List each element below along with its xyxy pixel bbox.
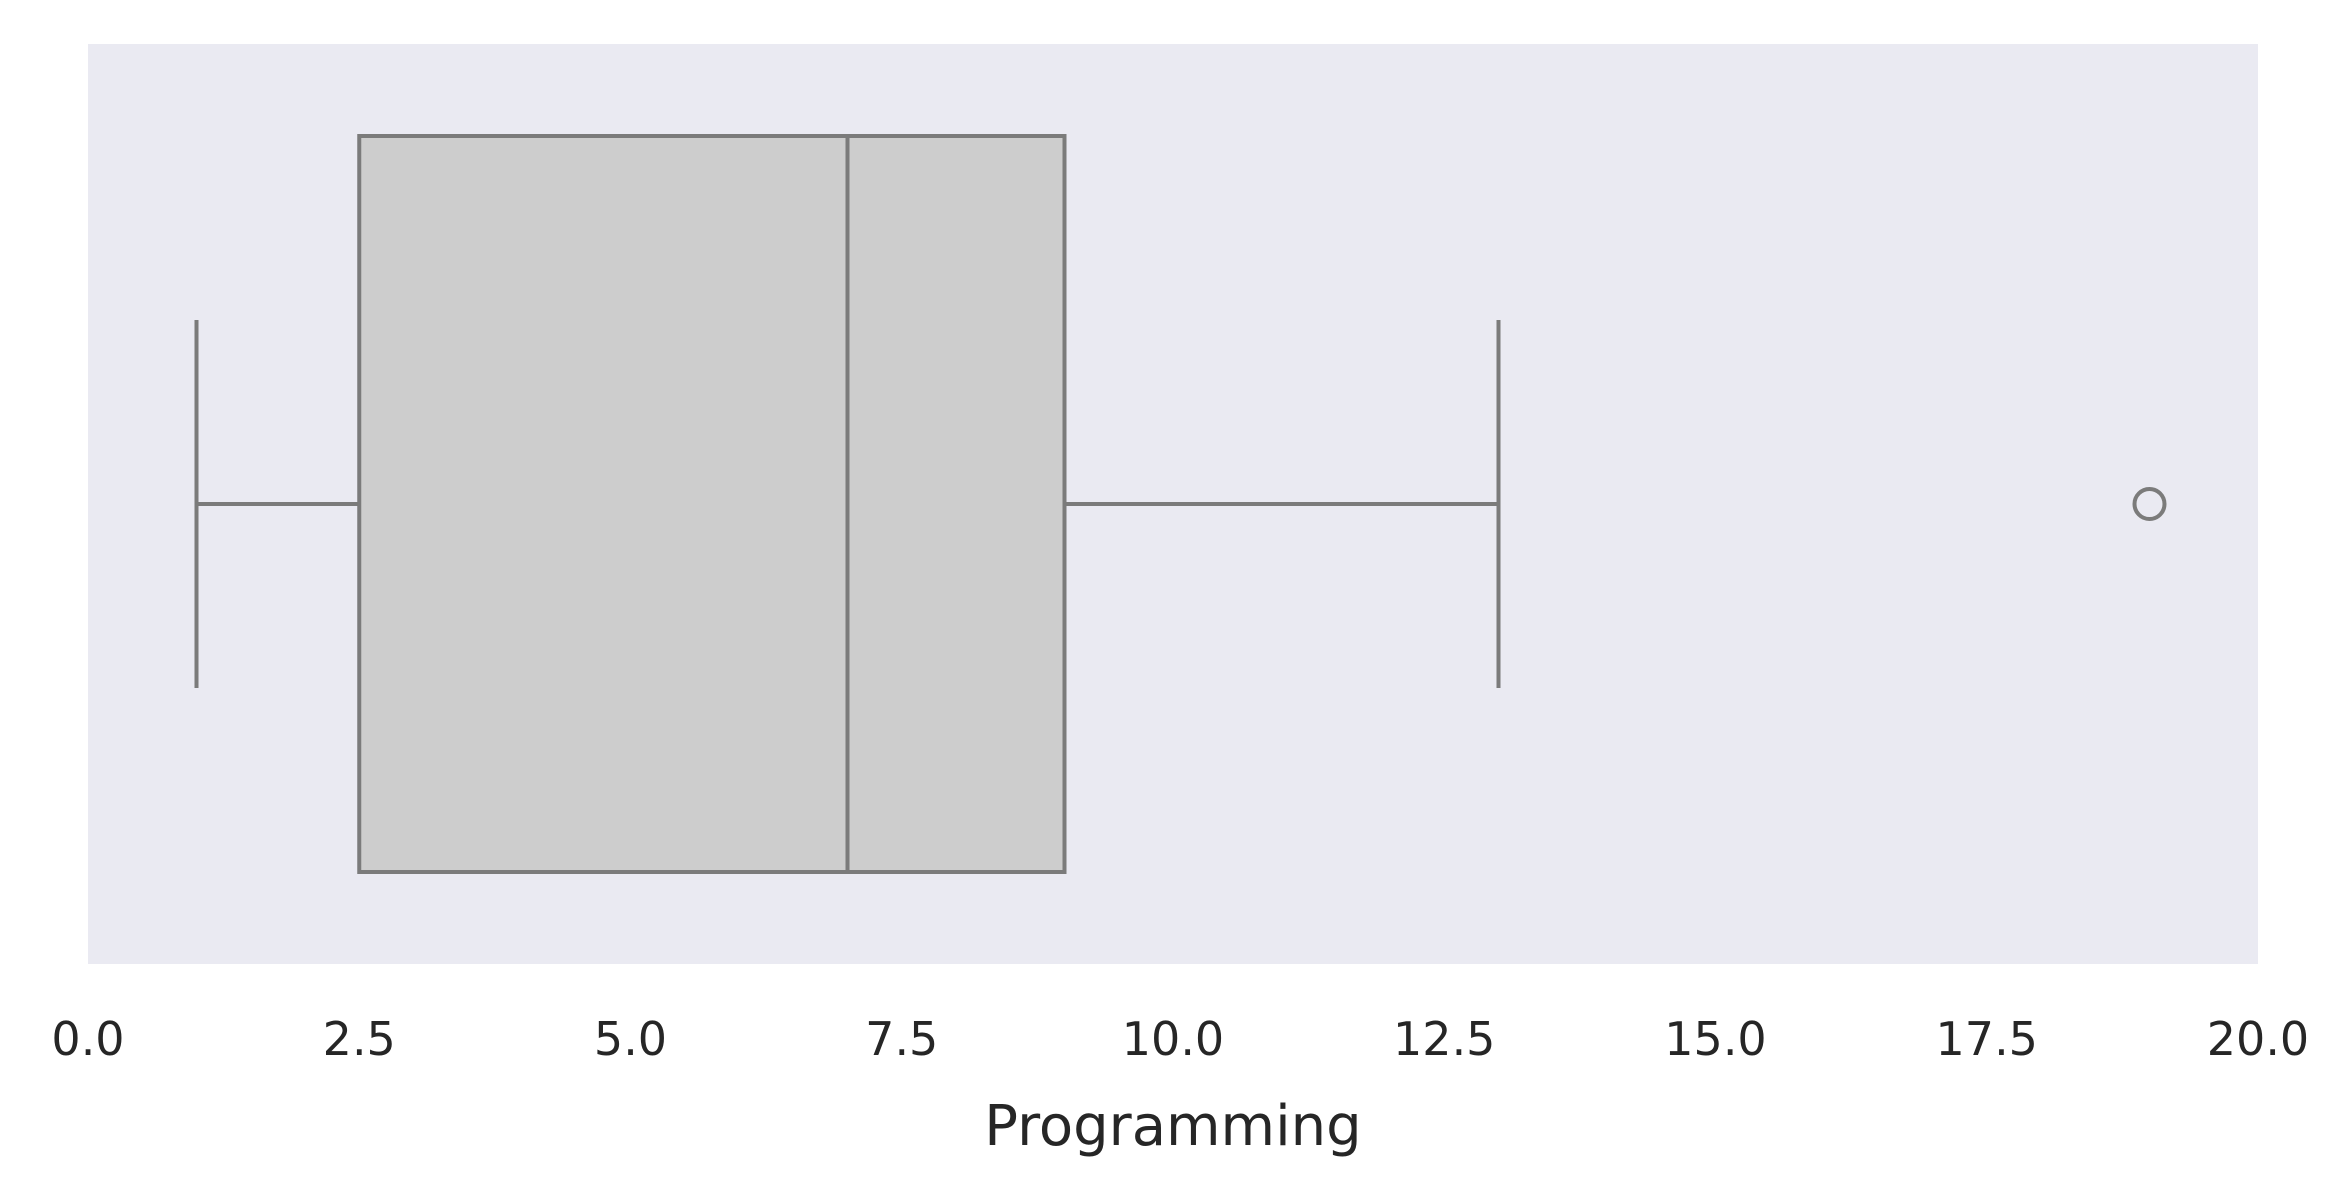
box-plot [194,134,2167,874]
x-tick-label: 20.0 [2207,1012,2309,1066]
x-tick-label: 5.0 [594,1012,667,1066]
x-tick-label: 10.0 [1122,1012,1224,1066]
x-tick-label: 17.5 [1936,1012,2038,1066]
x-tick-label: 7.5 [865,1012,938,1066]
x-tick-label: 15.0 [1664,1012,1766,1066]
x-axis-ticks: 0.0 2.5 5.0 7.5 10.0 12.5 15.0 17.5 20.0 [51,1012,2309,1066]
x-tick-label: 12.5 [1393,1012,1495,1066]
x-axis-label: Programming [984,1094,1361,1159]
iqr-box [357,134,1067,874]
x-tick-label: 2.5 [323,1012,396,1066]
x-tick-label: 0.0 [51,1012,124,1066]
outlier-point [2132,487,2167,521]
